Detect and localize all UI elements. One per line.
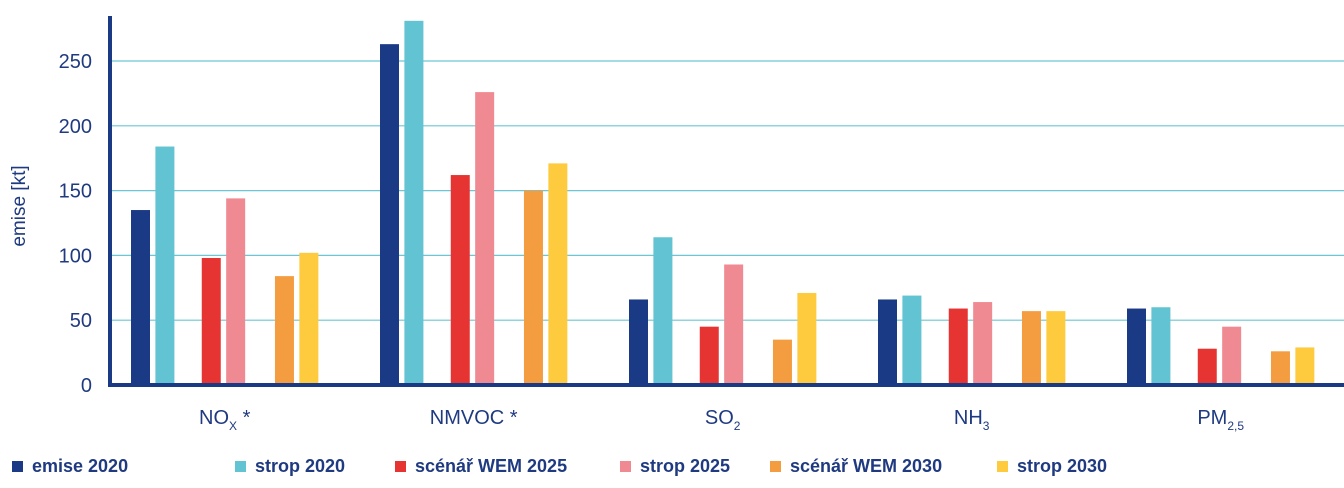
bar	[1021, 311, 1041, 385]
bar	[274, 276, 294, 385]
bar	[878, 299, 897, 385]
bar	[629, 299, 648, 385]
bar	[1197, 348, 1217, 385]
bar	[902, 295, 922, 385]
legend-swatch	[235, 461, 246, 472]
bar	[653, 237, 673, 385]
bar	[201, 257, 221, 385]
bar	[155, 146, 175, 385]
legend: emise 2020 strop 2020 scénář WEM 2025 strop…	[12, 456, 1107, 476]
bar	[475, 92, 495, 385]
y-axis-label: emise [kt]	[9, 165, 30, 246]
legend-label: scénář WEM 2030	[790, 456, 942, 476]
bar	[1222, 326, 1242, 385]
bar	[948, 308, 968, 385]
bar	[131, 210, 150, 385]
y-tick-label: 150	[59, 181, 92, 203]
legend-swatch	[770, 461, 781, 472]
legend-label: strop 2030	[1017, 456, 1107, 476]
legend-swatch	[395, 461, 406, 472]
y-tick-labels: 0 50 100 150 200 250	[59, 51, 92, 397]
legend-swatch	[997, 461, 1008, 472]
bar	[973, 302, 993, 385]
bar	[548, 163, 568, 385]
legend-label: strop 2025	[640, 456, 730, 476]
y-tick-label: 200	[59, 116, 92, 138]
bar	[1151, 307, 1171, 385]
bar	[797, 292, 817, 385]
legend-label: strop 2020	[255, 456, 345, 476]
bar	[699, 326, 719, 385]
category-label: NMVOC *	[430, 407, 518, 429]
y-tick-label: 250	[59, 51, 92, 73]
bar	[724, 264, 744, 385]
bar	[380, 44, 399, 385]
bars	[131, 20, 1315, 385]
category-label: NOX *	[199, 407, 251, 433]
y-tick-label: 100	[59, 245, 92, 267]
category-labels: NOX * NMVOC * SO2 NH3 PM2,5	[199, 407, 1244, 433]
y-tick-label: 50	[70, 310, 92, 332]
bar	[1046, 311, 1066, 385]
legend-swatch	[12, 461, 23, 472]
bar	[450, 175, 470, 385]
axes	[108, 16, 1344, 387]
bar	[299, 252, 319, 385]
category-label: PM2,5	[1197, 407, 1244, 433]
bar	[1127, 308, 1146, 385]
bar	[1270, 351, 1290, 385]
legend-label: scénář WEM 2025	[415, 456, 567, 476]
legend-label: emise 2020	[32, 456, 128, 476]
bar	[226, 198, 246, 385]
legend-swatch	[620, 461, 631, 472]
bar	[1295, 347, 1315, 385]
y-tick-label: 0	[81, 375, 92, 397]
bar	[523, 190, 543, 385]
category-label: NH3	[954, 407, 990, 433]
bar	[404, 20, 424, 385]
category-label: SO2	[705, 407, 741, 433]
bar	[772, 339, 792, 385]
